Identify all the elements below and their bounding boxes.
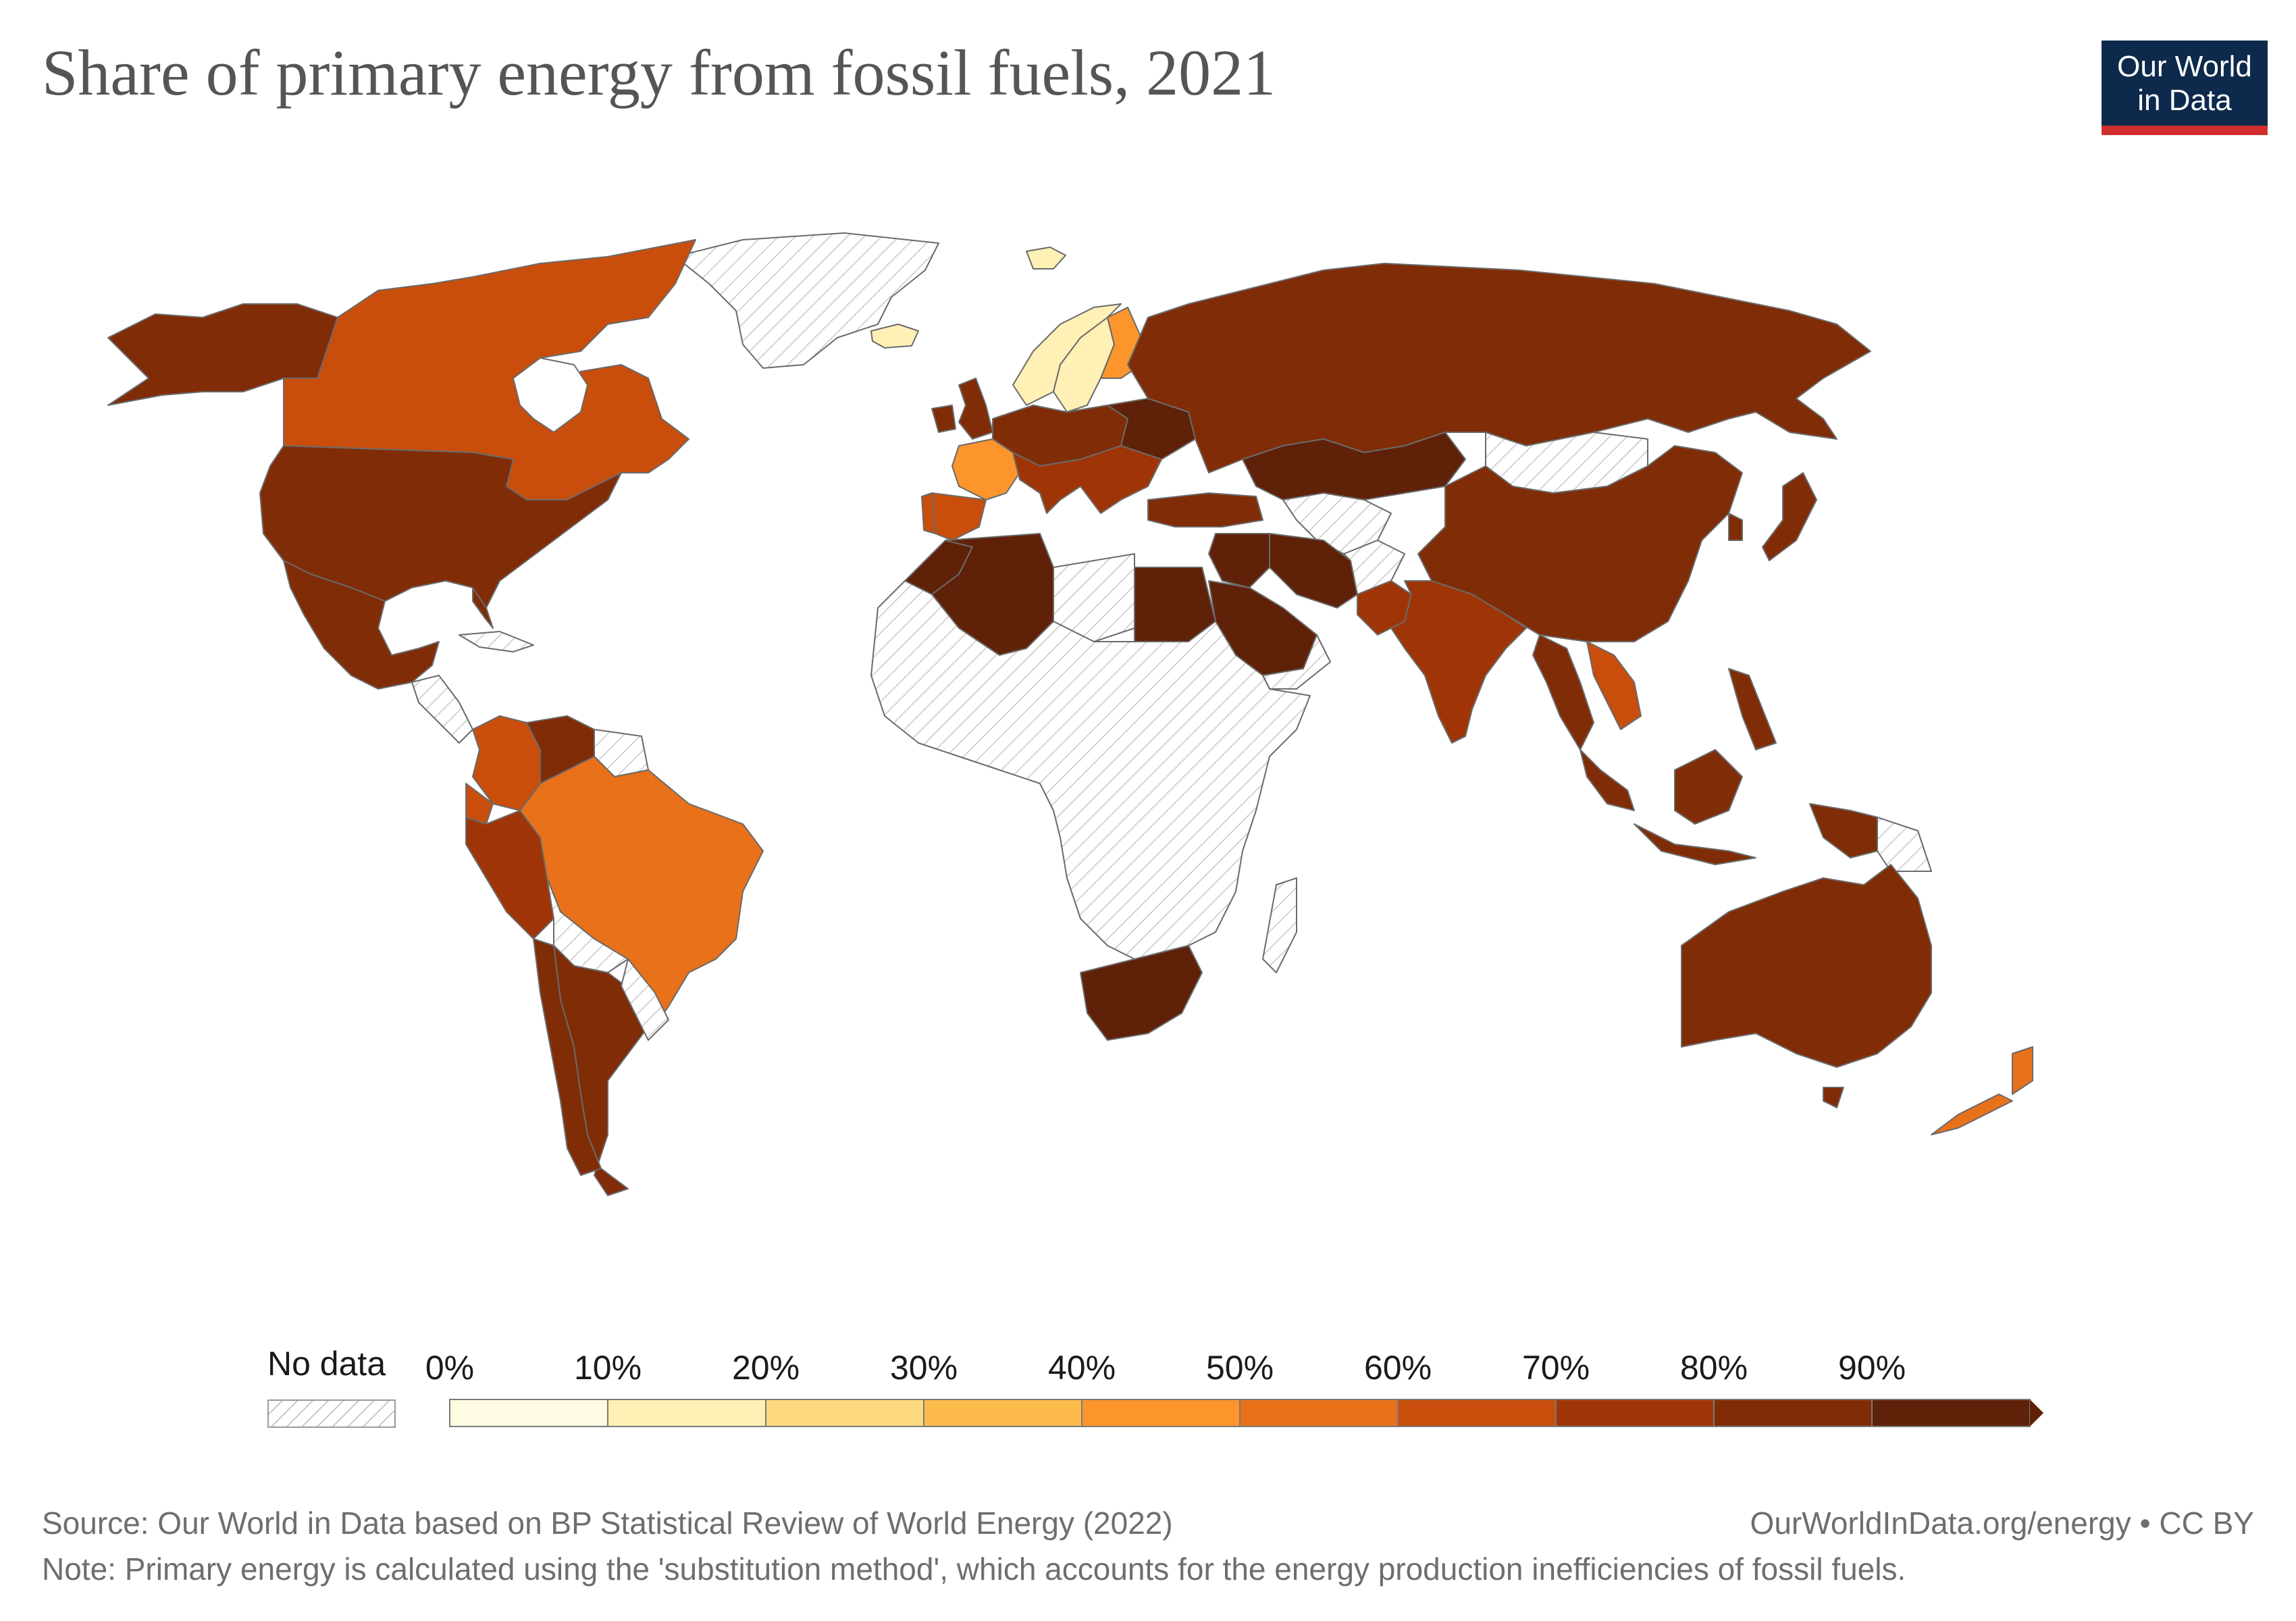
iran[interactable] — [1269, 533, 1358, 609]
central-america[interactable] — [411, 675, 473, 744]
chile[interactable] — [533, 938, 602, 1176]
legend-tick-label: 90% — [1838, 1349, 1906, 1387]
philippines[interactable] — [1728, 668, 1777, 750]
florida[interactable] — [472, 587, 494, 629]
owid-logo[interactable]: Our World in Data — [2102, 41, 2268, 135]
legend-bin-90-100[interactable] — [1871, 1399, 2031, 1427]
legend-bin-40-50[interactable] — [1081, 1399, 1241, 1427]
paraguay-uruguay[interactable] — [621, 958, 669, 1041]
legend-bin-80-90[interactable] — [1713, 1399, 1873, 1427]
legend-tick-label: 70% — [1522, 1349, 1590, 1387]
legend-tick-label: 40% — [1048, 1349, 1116, 1387]
legend-no-data-swatch[interactable] — [267, 1399, 396, 1428]
legend-bin-10-20[interactable] — [607, 1399, 766, 1427]
mexico[interactable] — [283, 560, 440, 690]
legend-bin-50-60[interactable] — [1239, 1399, 1399, 1427]
chart-title: Share of primary energy from fossil fuel… — [42, 36, 1276, 109]
ireland[interactable] — [931, 405, 956, 433]
license-link[interactable]: OurWorldInData.org/energy • CC BY — [1750, 1506, 2254, 1541]
madagascar[interactable] — [1262, 877, 1297, 973]
iraq-syria[interactable] — [1208, 533, 1270, 588]
borneo[interactable] — [1674, 749, 1743, 825]
india[interactable] — [1390, 580, 1527, 744]
legend-tick-label: 50% — [1206, 1349, 1274, 1387]
legend-bin-60-70[interactable] — [1397, 1399, 1557, 1427]
portugal[interactable] — [921, 492, 936, 534]
legend-color-bar: 0% 10% 20% 30% 40% 50% 60% 70% 80% 90% — [425, 1349, 2043, 1427]
legend-tick-label: 10% — [574, 1349, 642, 1387]
legend-bin-30-40[interactable] — [923, 1399, 1082, 1427]
malaysia[interactable] — [1580, 749, 1635, 811]
south-africa[interactable] — [1080, 945, 1203, 1041]
legend-no-data-label: No data — [267, 1345, 386, 1383]
iceland[interactable] — [870, 324, 919, 349]
note-text: Note: Primary energy is calculated using… — [42, 1551, 1906, 1587]
hudson-bay — [513, 357, 588, 433]
legend-tick-label: 0% — [425, 1349, 474, 1387]
new-guinea[interactable] — [1809, 803, 1878, 858]
australia[interactable] — [1681, 864, 1932, 1068]
logo-line-2: in Data — [2137, 84, 2232, 117]
legend-bin-20-30[interactable] — [765, 1399, 924, 1427]
vietnam[interactable] — [1586, 641, 1642, 730]
africa-no-data[interactable] — [870, 580, 1311, 960]
new-zealand[interactable] — [1931, 1046, 2033, 1135]
myanmar-thailand[interactable] — [1532, 634, 1594, 750]
turkey[interactable] — [1147, 492, 1263, 528]
legend-arrow — [2030, 1399, 2043, 1426]
legend-tick-label: 30% — [890, 1349, 958, 1387]
south-korea[interactable] — [1728, 513, 1743, 541]
svalbard[interactable] — [1026, 247, 1066, 269]
png[interactable] — [1877, 817, 1932, 872]
legend-bin-70-80[interactable] — [1555, 1399, 1715, 1427]
legend-tick-label: 60% — [1364, 1349, 1432, 1387]
logo-line-1: Our World — [2117, 50, 2252, 83]
legend-tick-label: 20% — [732, 1349, 800, 1387]
libya[interactable] — [1053, 553, 1135, 642]
italy-balkans[interactable] — [1012, 445, 1162, 514]
caribbean[interactable] — [459, 631, 534, 652]
united-kingdom[interactable] — [958, 378, 993, 440]
greenland[interactable] — [675, 232, 939, 369]
tasmania[interactable] — [1823, 1087, 1844, 1108]
source-text: Source: Our World in Data based on BP St… — [42, 1506, 1173, 1541]
legend-bin-0-10[interactable] — [449, 1399, 608, 1427]
spain[interactable] — [931, 492, 987, 541]
legend-tick-label: 80% — [1680, 1349, 1748, 1387]
indonesia[interactable] — [1634, 823, 1756, 865]
japan[interactable] — [1762, 472, 1817, 561]
